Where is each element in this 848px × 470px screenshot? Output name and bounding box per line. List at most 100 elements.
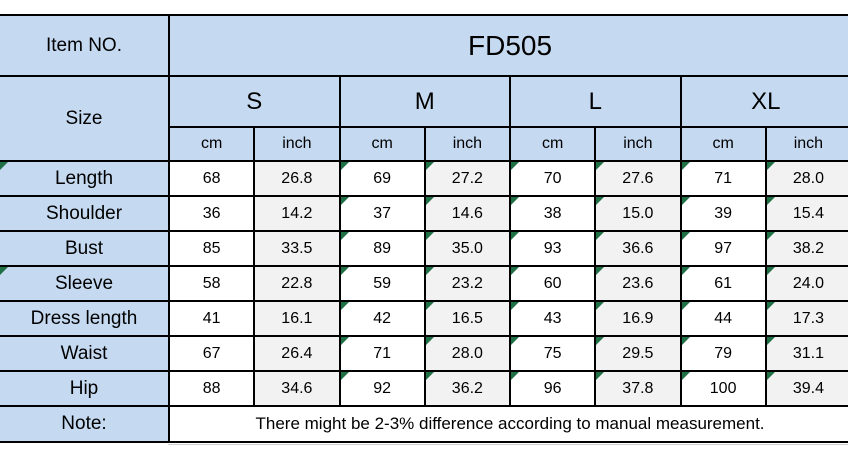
error-flag-icon	[426, 302, 434, 310]
error-flag-icon	[767, 232, 775, 240]
cell-dress-length-l-cm: 43	[510, 301, 595, 336]
cell-bust-m-cm: 89	[340, 231, 425, 266]
error-flag-icon	[341, 337, 349, 345]
error-flag-icon	[596, 197, 604, 205]
error-flag-icon	[682, 232, 690, 240]
error-flag-icon	[511, 197, 519, 205]
error-flag-icon	[341, 372, 349, 380]
error-flag-icon	[426, 197, 434, 205]
cell-length-s-inch: 26.8	[254, 161, 339, 196]
unit-header-inch: inch	[595, 127, 680, 161]
error-flag-icon	[426, 267, 434, 275]
cell-length-xl-cm: 71	[681, 161, 766, 196]
row-label-shoulder: Shoulder	[0, 196, 169, 231]
error-flag-icon	[341, 267, 349, 275]
cell-length-m-inch: 27.2	[425, 161, 510, 196]
cell-bust-l-inch: 36.6	[595, 231, 680, 266]
cell-sleeve-m-cm: 59	[340, 266, 425, 301]
table-row-length: Length 68 26.8 69 27.2 70 27.6 71 28.0	[0, 161, 848, 196]
error-flag-icon	[596, 162, 604, 170]
error-flag-icon	[767, 302, 775, 310]
cell-shoulder-m-inch: 14.6	[425, 196, 510, 231]
cell-waist-l-inch: 29.5	[595, 336, 680, 371]
cell-bust-s-inch: 33.5	[254, 231, 339, 266]
cell-hip-xl-cm: 100	[681, 371, 766, 406]
error-flag-icon	[596, 302, 604, 310]
cell-length-m-cm: 69	[340, 161, 425, 196]
row-label-bust: Bust	[0, 231, 169, 266]
cell-dress-length-s-cm: 41	[169, 301, 254, 336]
note-text: There might be 2-3% difference according…	[169, 406, 848, 442]
unit-header-inch: inch	[254, 127, 339, 161]
cell-dress-length-m-cm: 42	[340, 301, 425, 336]
cell-shoulder-s-cm: 36	[169, 196, 254, 231]
error-flag-icon	[767, 372, 775, 380]
cell-waist-xl-inch: 31.1	[766, 336, 848, 371]
cell-dress-length-xl-inch: 17.3	[766, 301, 848, 336]
cell-bust-xl-inch: 38.2	[766, 231, 848, 266]
cell-shoulder-l-cm: 38	[510, 196, 595, 231]
error-flag-icon	[0, 267, 8, 275]
cell-bust-xl-cm: 97	[681, 231, 766, 266]
size-col-m: M	[340, 76, 511, 127]
error-flag-icon	[682, 162, 690, 170]
size-col-s: S	[169, 76, 340, 127]
table-row-bust: Bust 85 33.5 89 35.0 93 36.6 97 38.2	[0, 231, 848, 266]
unit-header-cm: cm	[510, 127, 595, 161]
table-row-waist: Waist 67 26.4 71 28.0 75 29.5 79 31.1	[0, 336, 848, 371]
error-flag-icon	[341, 302, 349, 310]
cell-dress-length-m-inch: 16.5	[425, 301, 510, 336]
cell-shoulder-m-cm: 37	[340, 196, 425, 231]
error-flag-icon	[426, 232, 434, 240]
error-flag-icon	[0, 162, 8, 170]
error-flag-icon	[341, 162, 349, 170]
error-flag-icon	[426, 162, 434, 170]
size-header-label: Size	[0, 76, 169, 161]
cell-hip-s-inch: 34.6	[254, 371, 339, 406]
cell-hip-xl-inch: 39.4	[766, 371, 848, 406]
error-flag-icon	[426, 337, 434, 345]
error-flag-icon	[511, 162, 519, 170]
table-row-hip: Hip 88 34.6 92 36.2 96 37.8 100 39.4	[0, 371, 848, 406]
cell-sleeve-xl-cm: 61	[681, 266, 766, 301]
row-label-sleeve: Sleeve	[0, 266, 169, 301]
size-col-l: L	[510, 76, 681, 127]
cell-hip-l-cm: 96	[510, 371, 595, 406]
error-flag-icon	[682, 302, 690, 310]
error-flag-icon	[767, 197, 775, 205]
error-flag-icon	[511, 267, 519, 275]
unit-header-cm: cm	[340, 127, 425, 161]
cell-length-s-cm: 68	[169, 161, 254, 196]
cell-length-xl-inch: 28.0	[766, 161, 848, 196]
cell-waist-s-cm: 67	[169, 336, 254, 371]
error-flag-icon	[511, 372, 519, 380]
item-no-label: Item NO.	[0, 15, 169, 76]
cell-sleeve-s-cm: 58	[169, 266, 254, 301]
error-flag-icon	[511, 337, 519, 345]
error-flag-icon	[511, 232, 519, 240]
row-label-length: Length	[0, 161, 169, 196]
row-label-waist: Waist	[0, 336, 169, 371]
row-label-hip: Hip	[0, 371, 169, 406]
unit-header-inch: inch	[425, 127, 510, 161]
size-chart-table: Item NO. FD505 Size S M L XL cm inch cm …	[0, 14, 848, 443]
error-flag-icon	[596, 232, 604, 240]
error-flag-icon	[682, 337, 690, 345]
cell-dress-length-l-inch: 16.9	[595, 301, 680, 336]
cell-dress-length-xl-cm: 44	[681, 301, 766, 336]
cell-hip-s-cm: 88	[169, 371, 254, 406]
cell-length-l-inch: 27.6	[595, 161, 680, 196]
error-flag-icon	[767, 337, 775, 345]
cell-dress-length-s-inch: 16.1	[254, 301, 339, 336]
table-row-note: Note: There might be 2-3% difference acc…	[0, 406, 848, 442]
cell-bust-m-inch: 35.0	[425, 231, 510, 266]
cell-sleeve-l-cm: 60	[510, 266, 595, 301]
error-flag-icon	[341, 232, 349, 240]
cell-sleeve-xl-inch: 24.0	[766, 266, 848, 301]
unit-header-cm: cm	[169, 127, 254, 161]
row-label-dress-length: Dress length	[0, 301, 169, 336]
error-flag-icon	[596, 267, 604, 275]
cell-bust-s-cm: 85	[169, 231, 254, 266]
cell-waist-s-inch: 26.4	[254, 336, 339, 371]
error-flag-icon	[767, 267, 775, 275]
